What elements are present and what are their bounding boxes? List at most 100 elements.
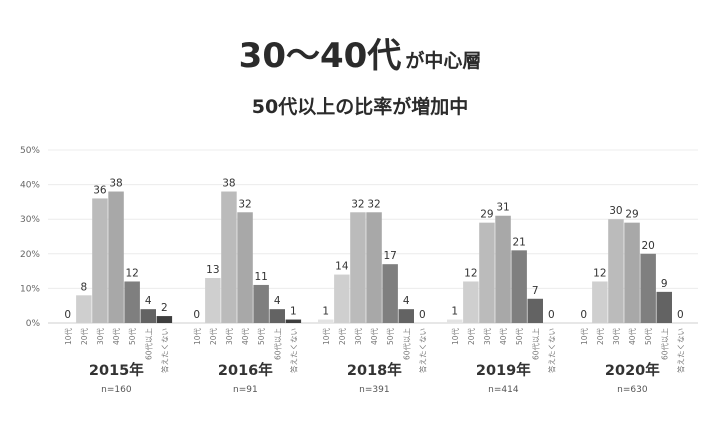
- data-label: 0: [64, 309, 71, 321]
- panel-year-label: 2020年: [605, 361, 660, 379]
- bar: [463, 281, 479, 323]
- data-label: 21: [512, 236, 525, 248]
- bar: [624, 222, 640, 323]
- bar: [285, 319, 302, 323]
- bar: [495, 215, 511, 323]
- category-label: 10代: [192, 328, 202, 346]
- panel-sample-size: n=630: [617, 385, 648, 395]
- data-label: 2: [161, 302, 168, 314]
- bar: [269, 309, 285, 323]
- category-label: 50代: [514, 328, 524, 346]
- panel-sample-size: n=414: [488, 385, 519, 395]
- data-label: 36: [93, 184, 107, 196]
- category-label: 答えたくない: [159, 328, 169, 373]
- category-label: 10代: [579, 328, 589, 346]
- bar: [511, 250, 527, 323]
- data-label: 0: [580, 309, 587, 321]
- category-label: 60代以上: [401, 328, 411, 361]
- bar: [156, 316, 173, 323]
- category-label: 60代以上: [530, 328, 540, 361]
- category-label: 10代: [321, 328, 331, 346]
- data-label: 29: [625, 209, 638, 221]
- panel-year-label: 2016年: [218, 361, 273, 379]
- data-label: 0: [548, 309, 555, 321]
- data-label: 29: [480, 209, 493, 221]
- y-tick-label: 0%: [26, 319, 41, 329]
- category-label: 20代: [79, 328, 89, 346]
- chart-subtitle: 50代以上の比率が増加中: [251, 96, 469, 118]
- data-label: 4: [145, 295, 152, 307]
- category-label: 60代以上: [143, 328, 153, 361]
- data-label: 31: [496, 202, 509, 214]
- panel-year-label: 2018年: [347, 361, 402, 379]
- data-label: 32: [367, 198, 380, 210]
- category-label: 30代: [95, 328, 105, 346]
- category-label: 20代: [337, 328, 347, 346]
- panel-sample-size: n=91: [233, 385, 258, 395]
- bar: [108, 191, 124, 323]
- data-label: 13: [206, 264, 219, 276]
- category-label: 30代: [353, 328, 363, 346]
- data-label: 20: [641, 240, 654, 252]
- bar: [205, 278, 221, 323]
- category-label: 60代以上: [272, 328, 282, 361]
- bar: [592, 281, 608, 323]
- panel-year-label: 2015年: [89, 361, 144, 379]
- bar: [656, 291, 672, 323]
- category-label: 50代: [385, 328, 395, 346]
- data-label: 8: [81, 281, 88, 293]
- y-tick-label: 30%: [20, 215, 40, 225]
- y-tick-label: 10%: [20, 284, 40, 294]
- bar: [447, 319, 463, 323]
- data-label: 12: [464, 267, 477, 279]
- bar: [76, 295, 92, 323]
- data-label: 17: [383, 250, 396, 262]
- data-label: 9: [661, 278, 668, 290]
- y-tick-label: 50%: [20, 146, 40, 156]
- bar: [527, 298, 543, 323]
- bar: [221, 191, 237, 323]
- title-main: 30～40代: [238, 36, 402, 76]
- data-label: 1: [322, 306, 329, 318]
- panel-sample-size: n=160: [101, 385, 132, 395]
- data-label: 4: [274, 295, 281, 307]
- category-label: 50代: [643, 328, 653, 346]
- category-label: 答えたくない: [417, 328, 427, 373]
- data-label: 30: [609, 205, 622, 217]
- data-label: 1: [451, 306, 458, 318]
- data-label: 7: [532, 285, 539, 297]
- bar: [318, 319, 334, 323]
- category-label: 20代: [466, 328, 476, 346]
- data-label: 1: [290, 306, 297, 318]
- bar: [253, 284, 269, 323]
- category-label: 50代: [127, 328, 137, 346]
- bar: [124, 281, 140, 323]
- bar: [398, 309, 414, 323]
- category-label: 30代: [482, 328, 492, 346]
- category-label: 60代以上: [659, 328, 669, 361]
- category-label: 30代: [224, 328, 234, 346]
- data-label: 0: [419, 309, 426, 321]
- data-label: 32: [238, 198, 251, 210]
- chart-title: 30～40代 が中心層: [0, 28, 720, 77]
- title-tail: が中心層: [405, 50, 482, 72]
- data-label: 38: [222, 178, 235, 190]
- category-label: 30代: [611, 328, 621, 346]
- category-label: 40代: [240, 328, 250, 346]
- category-label: 40代: [498, 328, 508, 346]
- category-label: 10代: [450, 328, 460, 346]
- category-label: 答えたくない: [546, 328, 556, 373]
- bar: [608, 219, 624, 323]
- bar: [640, 253, 656, 323]
- data-label: 12: [593, 267, 606, 279]
- bar: [140, 309, 156, 323]
- bar: [366, 212, 382, 323]
- category-label: 40代: [369, 328, 379, 346]
- data-label: 12: [125, 267, 138, 279]
- category-label: 10代: [63, 328, 73, 346]
- bar: [334, 274, 350, 323]
- category-label: 40代: [627, 328, 637, 346]
- data-label: 14: [335, 261, 349, 273]
- y-tick-label: 40%: [20, 181, 40, 191]
